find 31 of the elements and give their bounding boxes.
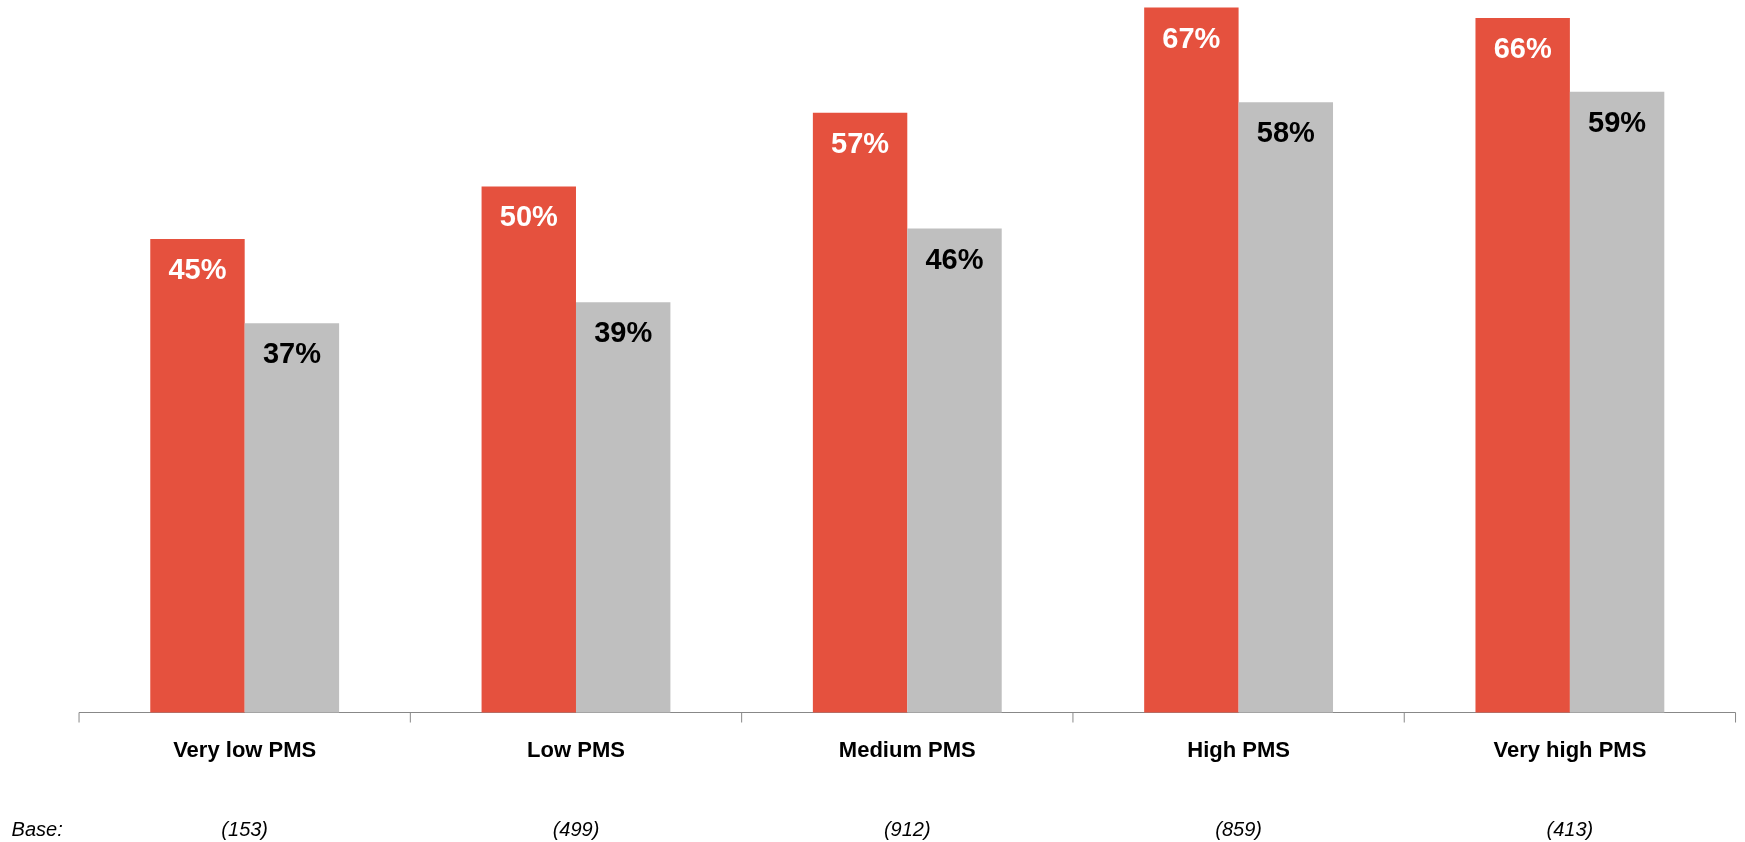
bar [575,302,671,713]
bar [812,112,908,713]
data-label: 39% [594,316,653,349]
text: Base: [11,817,63,840]
data-label: 45% [168,253,227,286]
data-label: 50% [499,200,559,233]
bar [1238,102,1334,713]
bar [907,228,1002,713]
bar [1144,7,1239,713]
text: (859) [1215,817,1262,840]
data-label: 57% [831,126,890,159]
x-tick-label: High PMS [1187,736,1290,762]
text: (153) [221,817,269,840]
bar [1569,91,1665,713]
bar [244,323,340,713]
bar [150,239,245,713]
x-tick-label: Very low PMS [173,736,317,762]
x-tick-label: Very high PMS [1493,736,1647,762]
data-label: 58% [1256,116,1316,149]
data-label: 59% [1588,105,1647,138]
text: (912) [883,817,931,840]
x-tick-label: Low PMS [527,736,625,762]
text: (413) [1546,817,1594,840]
bar [1475,18,1570,713]
data-label: 66% [1493,32,1552,65]
data-label: 46% [925,242,984,275]
data-label: 67% [1162,21,1221,54]
bar [481,186,576,713]
text: (499) [552,817,600,840]
data-label: 37% [262,337,322,370]
x-tick-label: Medium PMS [838,736,976,762]
